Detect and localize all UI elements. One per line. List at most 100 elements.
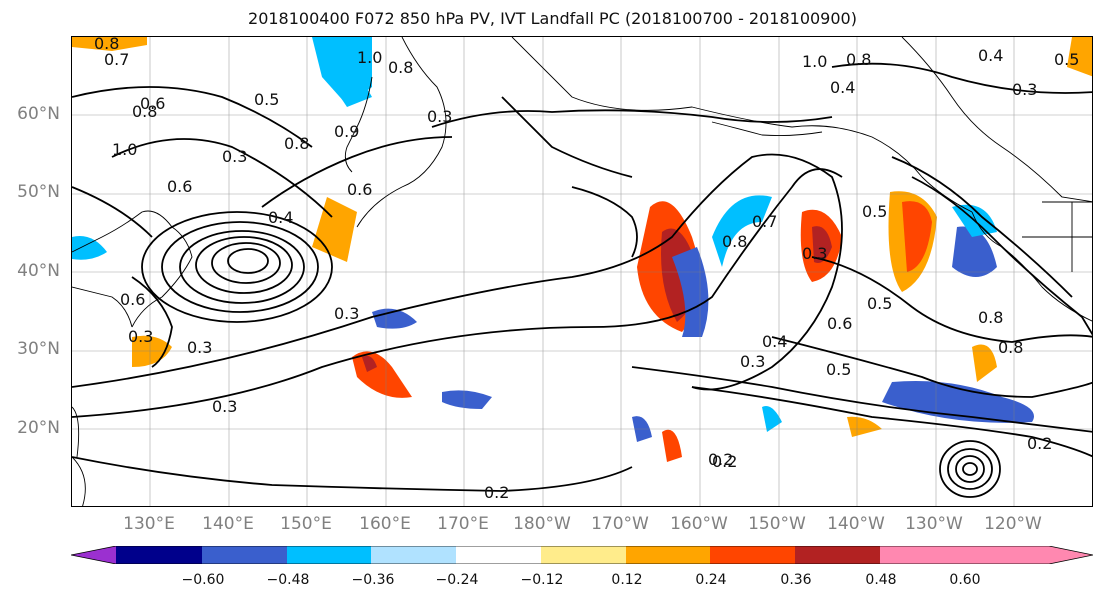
lon-label: 140°W xyxy=(827,514,885,534)
shade-positive xyxy=(902,201,932,272)
shade-positive xyxy=(72,37,147,51)
colorbar-segment xyxy=(541,546,626,564)
colorbar-tick: 0.24 xyxy=(695,572,727,588)
contour-label: 1.0 xyxy=(112,140,137,159)
contour-label: 0.8 xyxy=(846,50,871,69)
colorbar-tick: −0.12 xyxy=(520,572,564,588)
contour-label: 0.4 xyxy=(268,208,293,227)
lon-label: 130°E xyxy=(123,514,175,534)
contour-label: 0.8 xyxy=(998,338,1023,357)
graticule xyxy=(72,37,1092,506)
contour-labels: 0.8 0.7 1.0 0.8 0.6 0.8 1.0 0.6 0.3 0.5 … xyxy=(94,37,1079,502)
contour-label: 0.7 xyxy=(752,212,777,231)
contour-label: 0.3 xyxy=(187,338,212,357)
colorbar-tick: 0.60 xyxy=(949,572,981,588)
shade-positive xyxy=(312,197,357,262)
colorbar xyxy=(71,546,1093,564)
lat-label: 50°N xyxy=(17,182,60,202)
colorbar-tick: 0.48 xyxy=(865,572,897,588)
contour-label: 0.7 xyxy=(104,50,129,69)
shade-negative xyxy=(712,195,772,267)
contour-label: 0.6 xyxy=(347,180,372,199)
contour-label: 0.8 xyxy=(388,58,413,77)
colorbar-tick: −0.48 xyxy=(266,572,310,588)
contour-label: 0.3 xyxy=(1012,80,1037,99)
shade-positive xyxy=(812,226,832,263)
lat-label: 60°N xyxy=(17,104,60,124)
colorbar-segment xyxy=(456,546,541,564)
shade-negative xyxy=(327,74,372,107)
contour-label: 0.6 xyxy=(167,177,192,196)
lat-label: 30°N xyxy=(17,339,60,359)
contour-label: 0.2 xyxy=(712,452,737,471)
lon-label: 130°W xyxy=(905,514,963,534)
lon-label: 140°E xyxy=(202,514,254,534)
contour-label: 0.6 xyxy=(140,94,165,113)
contour-label: 0.3 xyxy=(334,304,359,323)
colorbar-tick: −0.36 xyxy=(351,572,395,588)
shade-positive xyxy=(352,351,412,398)
contour-label: 1.0 xyxy=(802,52,827,71)
contour-label: 0.6 xyxy=(827,314,852,333)
lon-label: 160°E xyxy=(359,514,411,534)
contour-label: 0.3 xyxy=(802,244,827,263)
contour-label: 0.8 xyxy=(978,308,1003,327)
colorbar-segment xyxy=(287,546,371,564)
contour-label: 0.8 xyxy=(722,232,747,251)
lon-label: 170°W xyxy=(591,514,649,534)
pv-contours xyxy=(72,62,1092,498)
shade-negative xyxy=(882,381,1034,423)
contour-label: 0.5 xyxy=(254,90,279,109)
contour-label: 0.5 xyxy=(826,360,851,379)
lon-label: 150°W xyxy=(748,514,806,534)
map-title: 2018100400 F072 850 hPa PV, IVT Landfall… xyxy=(248,9,857,28)
colorbar-extend-max xyxy=(1049,546,1093,564)
contour-label: 0.2 xyxy=(1027,434,1052,453)
contour-label: 0.3 xyxy=(128,327,153,346)
shade-positive xyxy=(662,429,682,462)
contour-label: 0.5 xyxy=(1054,50,1079,69)
lon-label: 120°W xyxy=(984,514,1042,534)
shade-negative xyxy=(72,236,107,260)
colorbar-tick: −0.60 xyxy=(181,572,225,588)
contour-label: 0.4 xyxy=(830,78,855,97)
colorbar-segment xyxy=(710,546,795,564)
lon-label: 180°W xyxy=(513,514,571,534)
contour-label: 1.0 xyxy=(357,48,382,67)
contour-label: 0.6 xyxy=(120,290,145,309)
contour-label: 0.2 xyxy=(484,483,509,502)
colorbar-extend-min xyxy=(71,546,116,564)
contour-label: 0.3 xyxy=(427,107,452,126)
shade-negative xyxy=(762,406,782,432)
colorbar-tick: 0.12 xyxy=(611,572,643,588)
contour-label: 0.8 xyxy=(284,134,309,153)
map-canvas: 0.8 0.7 1.0 0.8 0.6 0.8 1.0 0.6 0.3 0.5 … xyxy=(72,37,1092,506)
colorbar-segment xyxy=(116,546,202,564)
contour-label: 0.8 xyxy=(132,102,157,121)
lat-label: 20°N xyxy=(17,418,60,438)
contour-label: 0.4 xyxy=(978,46,1003,65)
colorbar-segment xyxy=(626,546,710,564)
map-panel[interactable]: 0.8 0.7 1.0 0.8 0.6 0.8 1.0 0.6 0.3 0.5 … xyxy=(71,36,1093,507)
shade-positive xyxy=(847,416,882,437)
colorbar-segment xyxy=(795,546,880,564)
contour-label: 0.3 xyxy=(222,147,247,166)
contour-label: 0.5 xyxy=(862,202,887,221)
shade-positive xyxy=(1067,37,1092,77)
contour-label: 0.8 xyxy=(94,37,119,53)
lon-label: 170°E xyxy=(437,514,489,534)
contour-label: 0.5 xyxy=(867,294,892,313)
contour-label: 0.4 xyxy=(762,332,787,351)
lon-label: 160°W xyxy=(670,514,728,534)
lat-label: 40°N xyxy=(17,261,60,281)
contour-label: 0.3 xyxy=(212,397,237,416)
shade-negative xyxy=(672,247,709,337)
lon-label: 150°E xyxy=(280,514,332,534)
shade-positive xyxy=(132,335,172,367)
contour-label: 0.9 xyxy=(334,122,359,141)
colorbar-segment xyxy=(371,546,456,564)
pv-shading xyxy=(72,37,1092,462)
colorbar-segment xyxy=(965,546,1049,564)
shade-negative xyxy=(952,226,997,277)
contour-label: 0.3 xyxy=(740,352,765,371)
